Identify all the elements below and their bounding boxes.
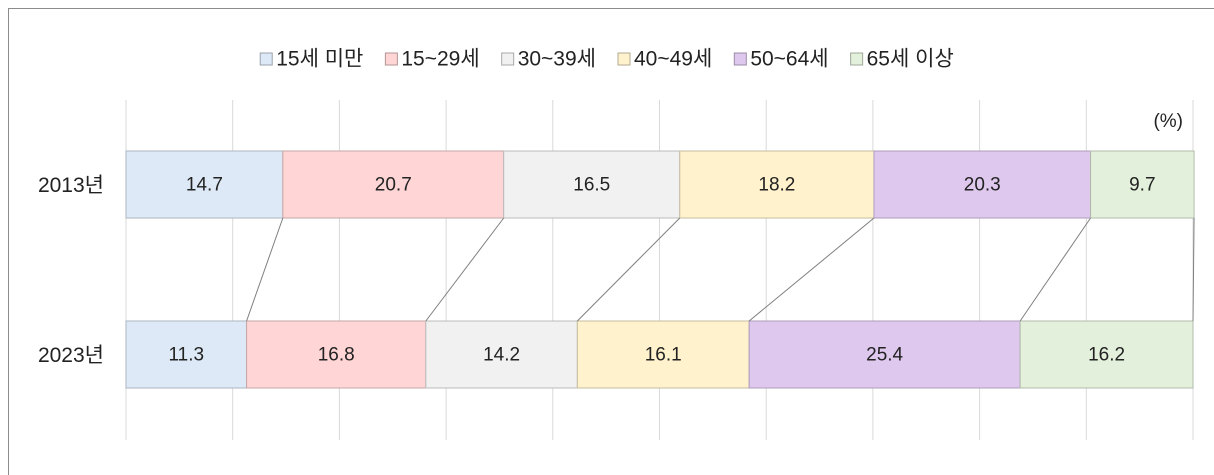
legend-label: 30~39세 [518,48,596,71]
legend-label: 15세 미만 [276,48,363,71]
legend-label: 15~29세 [401,48,479,71]
series-line [748,217,875,322]
bar-segment [125,150,284,219]
series-line [246,217,284,322]
chart-border [8,8,1214,475]
series-line [1192,217,1195,322]
unit-label: (%) [1153,111,1183,132]
data-label: 14.2 [483,345,520,366]
data-label: 16.1 [645,345,682,366]
data-label: 16.2 [1088,345,1125,366]
bar-segment [425,320,578,389]
data-label: 20.7 [375,175,412,196]
legend-swatch [850,52,864,66]
legend-swatch [733,52,747,66]
legend-swatch [617,52,631,66]
bar-segment [282,150,505,219]
legend-label: 40~49세 [634,48,712,71]
legend-swatch [384,52,398,66]
y-tick-label: 2013년 [38,174,104,197]
data-label: 11.3 [168,345,204,366]
data-label: 18.2 [758,175,795,196]
data-label: 16.8 [318,345,355,366]
legend-swatch [501,52,515,66]
bar-segment [679,150,875,219]
bar-segment [576,320,750,389]
bar-segment [1090,150,1195,219]
series-line [425,217,505,322]
series-line [1019,217,1091,322]
legend-swatch [259,52,273,66]
data-label: 16.5 [573,175,610,196]
bar-segment [873,150,1092,219]
bar-segment [748,320,1021,389]
legend-label: 65세 이상 [867,48,954,71]
y-tick-label: 2023년 [38,344,104,367]
data-label: 25.4 [866,345,903,366]
bar-segment [1019,320,1194,389]
data-label: 20.3 [964,175,1001,196]
bar-segment [125,320,248,389]
data-label: 14.7 [186,175,223,196]
legend-label: 50~64세 [750,48,828,71]
bar-segment [503,150,681,219]
data-label: 9.7 [1129,175,1155,196]
series-line [576,217,681,322]
